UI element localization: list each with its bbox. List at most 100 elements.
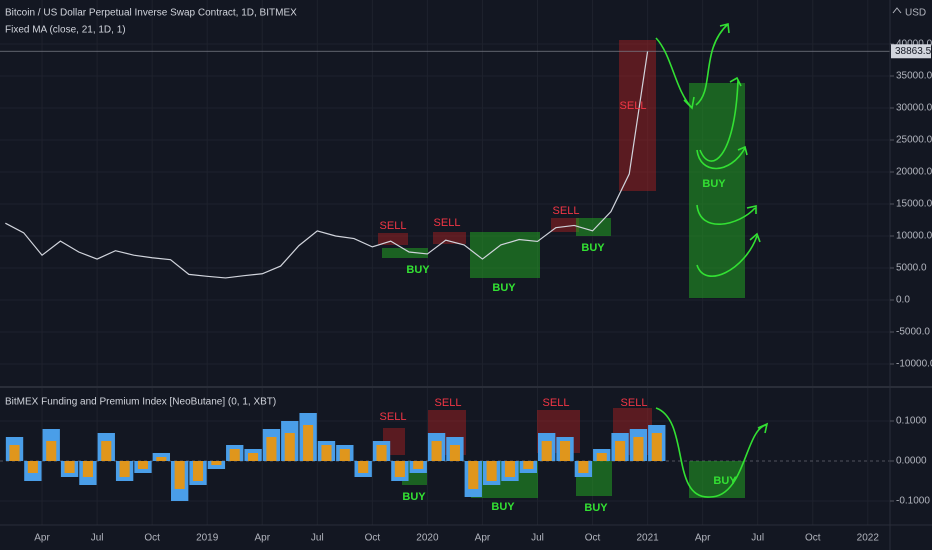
arrow: [696, 204, 757, 225]
histogram-bar: [339, 449, 350, 461]
y-tick-label: 25000.0: [896, 135, 932, 146]
y-tick-label: 35000.0: [896, 71, 932, 82]
buy-label: BUY: [581, 242, 605, 254]
histogram-bar: [248, 453, 259, 461]
histogram-bar: [633, 437, 644, 461]
histogram-bar: [266, 437, 277, 461]
x-tick-label: 2020: [416, 533, 439, 544]
sell-label: SELL: [380, 411, 407, 423]
histogram-bar: [541, 441, 552, 461]
histogram-bar: [174, 461, 185, 489]
buy-label: BUY: [406, 264, 430, 276]
histogram-bar: [578, 461, 589, 473]
histogram-bar: [559, 441, 571, 461]
histogram-bar: [504, 461, 516, 477]
histogram-bar: [119, 461, 130, 477]
last-price-box: [891, 44, 931, 59]
sell-label: SELL: [380, 220, 407, 232]
grid: [0, 0, 890, 525]
buy-zone: [689, 83, 745, 298]
arrows: [655, 23, 769, 498]
y-tick-label: 0.1000: [896, 416, 927, 427]
buy-zone: [576, 218, 611, 236]
x-tick-label: Jul: [751, 533, 764, 544]
sell-zone: [433, 232, 466, 244]
buy-label: BUY: [702, 178, 726, 190]
histogram-bar: [486, 461, 497, 481]
histogram-bar: [358, 461, 369, 473]
histogram-bar: [651, 433, 662, 461]
x-tick-label: 2021: [636, 533, 659, 544]
buy-label: BUY: [584, 502, 608, 514]
sell-label: SELL: [543, 397, 570, 409]
histogram-bar: [211, 461, 222, 465]
arrow: [696, 232, 761, 277]
y-tick-label: 5000.0: [896, 263, 927, 274]
buy-label: BUY: [492, 282, 516, 294]
x-tick-label: Apr: [254, 533, 270, 544]
x-tick-label: Oct: [365, 533, 381, 544]
histogram-bar: [394, 461, 405, 477]
histogram-bar: [523, 461, 534, 469]
y-tick-label: 10000.0: [896, 231, 932, 242]
histogram-bar: [284, 433, 295, 461]
y-tick-label: -0.1000: [896, 496, 930, 507]
histogram-bar: [468, 461, 479, 489]
histogram-bar: [27, 461, 38, 473]
plot: [0, 50, 890, 501]
y-tick-label: 15000.0: [896, 199, 932, 210]
sell-label: SELL: [553, 205, 580, 217]
x-tick-label: 2019: [196, 533, 219, 544]
buy-zone: [382, 248, 428, 258]
sell-label: SELL: [621, 397, 648, 409]
histogram-bar: [413, 461, 424, 469]
histogram-bar: [137, 461, 149, 469]
histogram-bar: [192, 461, 204, 481]
last-price-label: 38863.5: [895, 46, 932, 57]
y-tick-label: -10000.0: [896, 359, 932, 370]
histogram-bar: [64, 461, 75, 473]
histogram-bar: [229, 449, 240, 461]
histogram-bar: [101, 441, 112, 461]
histogram-bar: [321, 445, 332, 461]
arrow: [655, 407, 769, 498]
histogram-bar: [615, 441, 626, 461]
x-tick-label: Apr: [695, 533, 711, 544]
x-tick-label: Apr: [475, 533, 491, 544]
x-tick-label: Oct: [805, 533, 821, 544]
histogram-bar: [376, 445, 387, 461]
y-tick-label: 0.0000: [896, 456, 927, 467]
price-line: [5, 51, 649, 279]
indicator-label: Fixed MA (close, 21, 1D, 1): [5, 25, 126, 36]
histogram-bar: [449, 445, 460, 461]
histogram-bar: [46, 441, 57, 461]
x-tick-label: Apr: [34, 533, 50, 544]
arrow: [655, 37, 695, 110]
buy-label: BUY: [491, 501, 515, 513]
histogram-bar: [303, 425, 314, 461]
buy-zone: [470, 232, 540, 278]
x-tick-label: Jul: [311, 533, 324, 544]
x-tick-label: 2022: [857, 533, 880, 544]
sell-label: SELL: [620, 100, 647, 112]
buy-label: BUY: [402, 491, 426, 503]
histogram-bar: [596, 453, 607, 461]
sell-zone: [551, 218, 579, 232]
annotations: [378, 40, 745, 498]
y-tick-label: 20000.0: [896, 167, 932, 178]
y-tick-label: 0.0: [896, 295, 910, 306]
y-tick-label: -5000.0: [896, 327, 930, 338]
chart-title: Bitcoin / US Dollar Perpetual Inverse Sw…: [5, 8, 297, 19]
histogram-bar: [9, 445, 20, 461]
arrow: [699, 76, 742, 162]
histogram-bar: [82, 461, 93, 477]
y-tick-label: 30000.0: [896, 103, 932, 114]
sell-zone: [378, 233, 408, 245]
sell-label: SELL: [434, 217, 461, 229]
histogram-bar: [156, 457, 167, 461]
y-tick-label: 40000.0: [896, 39, 932, 50]
x-tick-label: Oct: [144, 533, 160, 544]
currency: USD: [905, 8, 926, 19]
sell-label: SELL: [435, 397, 462, 409]
